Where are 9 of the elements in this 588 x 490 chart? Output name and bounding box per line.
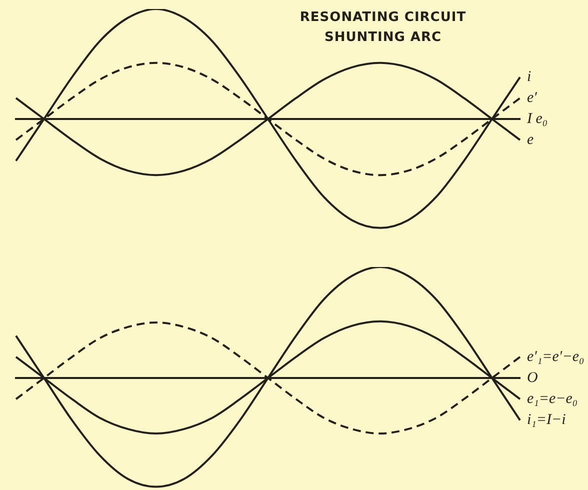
series-label: e bbox=[527, 132, 534, 148]
series-label: e′₁=e′−e₀ bbox=[527, 348, 584, 365]
series-label: e₁=e−e₀ bbox=[527, 391, 578, 408]
series-label: i bbox=[527, 69, 532, 86]
text: O bbox=[527, 370, 538, 386]
series-label: i₁=I−i bbox=[527, 412, 566, 428]
text: RESONATING CIRCUIT SHUNTING ARC bbox=[298, 9, 468, 47]
text: I e₀ bbox=[526, 110, 548, 127]
series-label: e′ bbox=[527, 90, 538, 106]
